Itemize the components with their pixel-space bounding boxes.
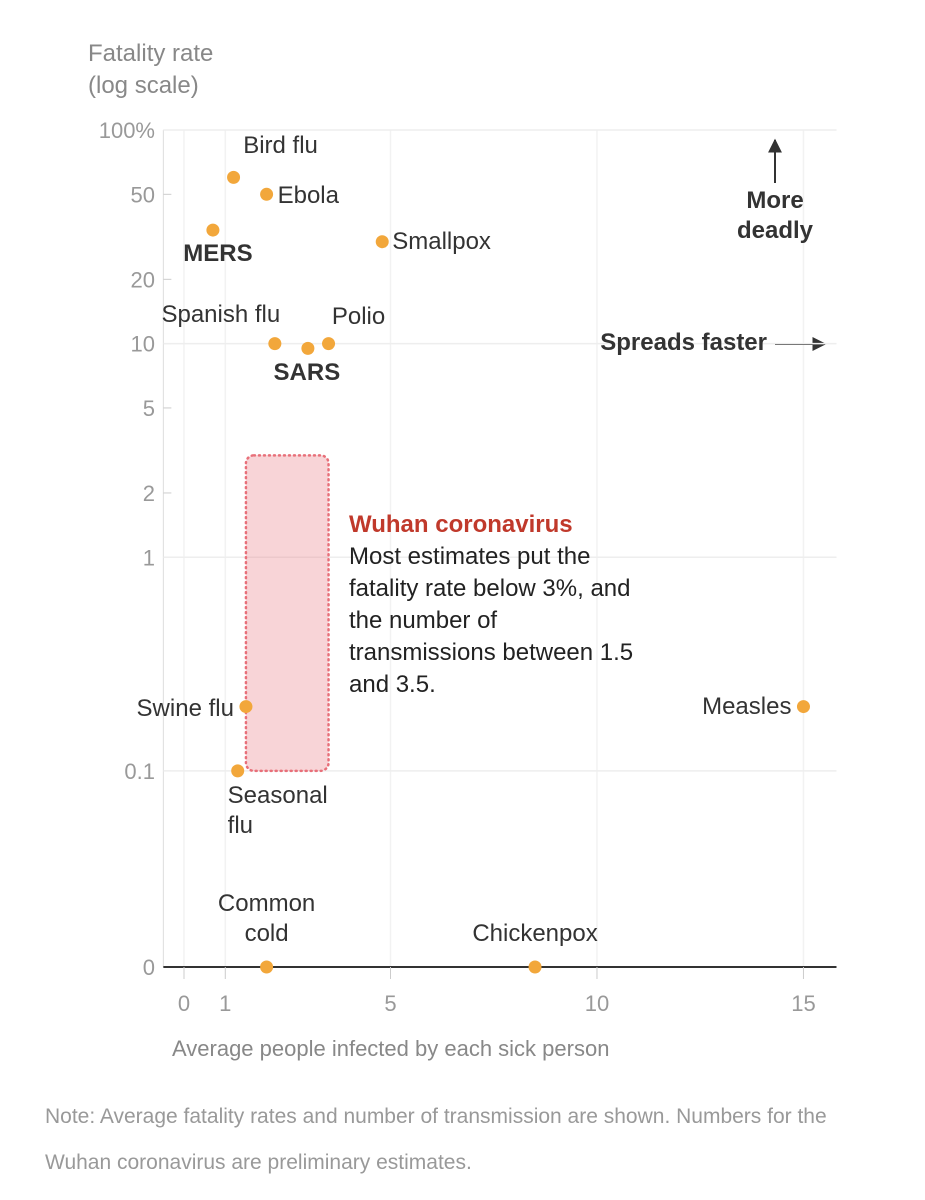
point-label: Polio [331,302,386,330]
point-label: Spanish flu [161,300,281,328]
point [260,187,274,201]
point [227,170,241,184]
point-label: Bird flu [243,132,318,160]
y-tick-label: 10 [131,332,155,357]
point-label: Seasonal flu [227,781,328,839]
region-title: Wuhan coronavirus [349,511,573,538]
point [206,223,220,237]
x-axis-label: Average people infected by each sick per… [172,1036,610,1061]
x-tick-label: 5 [384,991,396,1016]
point-label: Common cold [217,890,316,947]
region-text: Most estimates put the fatality rate bel… [349,543,634,698]
point [796,700,810,714]
point-label: MERS [183,240,253,268]
y-axis-label: Fatality rate (log scale) [88,40,214,99]
y-tick-label: 20 [131,267,155,292]
point [260,960,274,974]
point-label: Swine flu [136,694,234,722]
y-tick-label: 100% [99,118,155,143]
point-label: Chickenpox [472,920,598,947]
point [239,700,253,714]
y-tick-label: 0 [143,955,155,980]
point [268,337,282,351]
point [322,337,336,351]
x-tick-label: 0 [178,991,190,1016]
y-tick-label: 5 [143,396,155,421]
x-tick-label: 15 [791,991,815,1016]
point [301,341,315,355]
y-tick-label: 2 [143,481,155,506]
y-tick-label: 1 [143,545,155,570]
y-tick-label: 0.1 [124,759,155,784]
highlight-region [244,454,330,773]
x-tick-label: 1 [219,991,231,1016]
point-label: Measles [702,692,792,720]
point-label: SARS [273,359,341,387]
point-label: Ebola [277,182,339,210]
x-tick-label: 10 [585,991,609,1016]
region-annotation: Wuhan coronavirus Most estimates put the… [349,509,649,701]
point [528,960,542,974]
y-tick-label: 50 [131,182,155,207]
point-label: Smallpox [392,227,491,255]
point [231,764,245,778]
annotation: More deadly [736,187,814,244]
point [375,235,389,249]
note: Note: Average fatality rates and number … [45,1105,827,1174]
annotation: Spreads faster [600,329,767,356]
